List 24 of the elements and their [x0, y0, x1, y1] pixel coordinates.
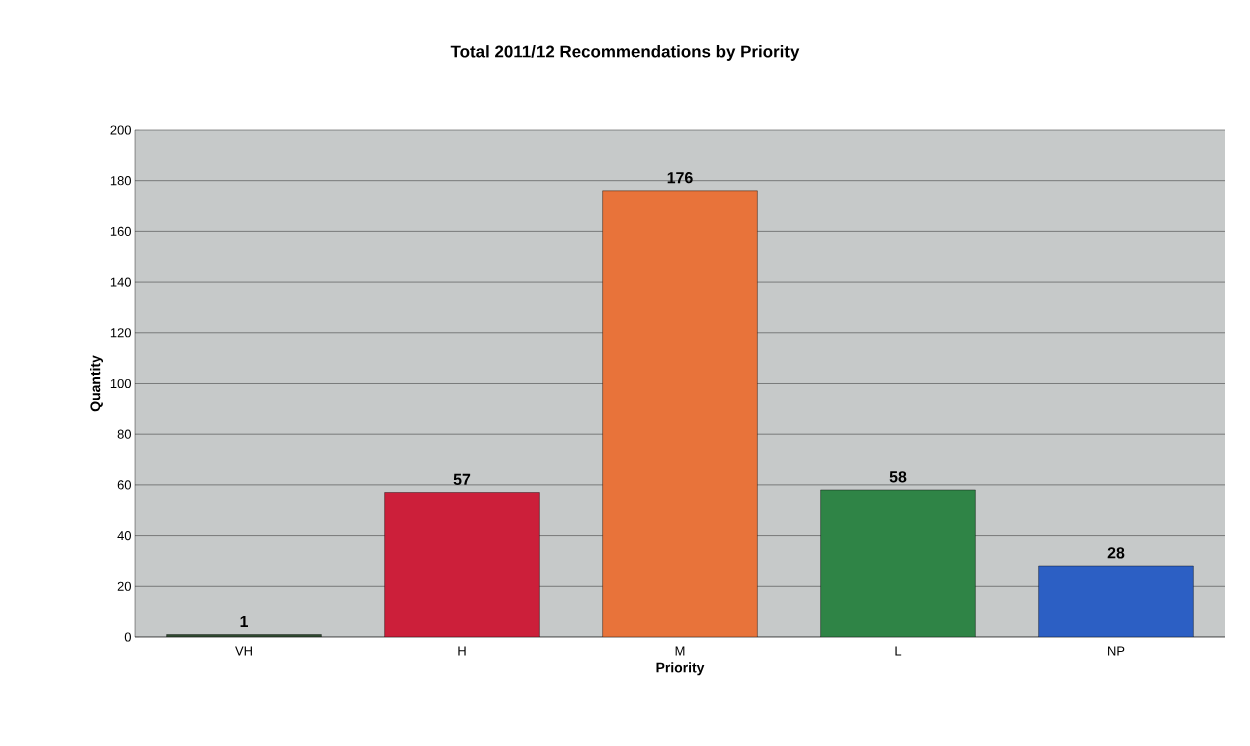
- x-axis-title: Priority: [656, 662, 705, 676]
- y-tick-label: 180: [110, 176, 131, 186]
- y-tick-label: 120: [110, 328, 131, 338]
- data-label: 28: [1107, 547, 1125, 559]
- x-tick-label: VH: [235, 646, 252, 656]
- y-tick-label: 200: [110, 125, 131, 135]
- y-tick-label: 160: [110, 226, 131, 236]
- y-tick-label: 40: [117, 531, 131, 541]
- data-label: 57: [453, 473, 471, 485]
- data-label: 1: [240, 615, 248, 627]
- y-tick-label: 60: [117, 480, 131, 490]
- x-tick-label: H: [458, 646, 466, 656]
- x-tick-label: L: [895, 646, 902, 656]
- y-tick-label: 0: [124, 632, 131, 642]
- data-label: 58: [889, 471, 907, 483]
- y-tick-label: 20: [117, 581, 131, 591]
- y-tick-label: 80: [117, 429, 131, 439]
- data-label: 176: [667, 172, 693, 184]
- x-tick-label: M: [675, 646, 685, 656]
- x-tick-label: NP: [1108, 646, 1125, 656]
- chart-title: Total 2011/12 Recommendations by Priority: [450, 45, 800, 61]
- y-axis-title: Quantity: [90, 355, 104, 412]
- y-tick-label: 100: [110, 378, 131, 389]
- y-tick-label: 140: [110, 277, 131, 287]
